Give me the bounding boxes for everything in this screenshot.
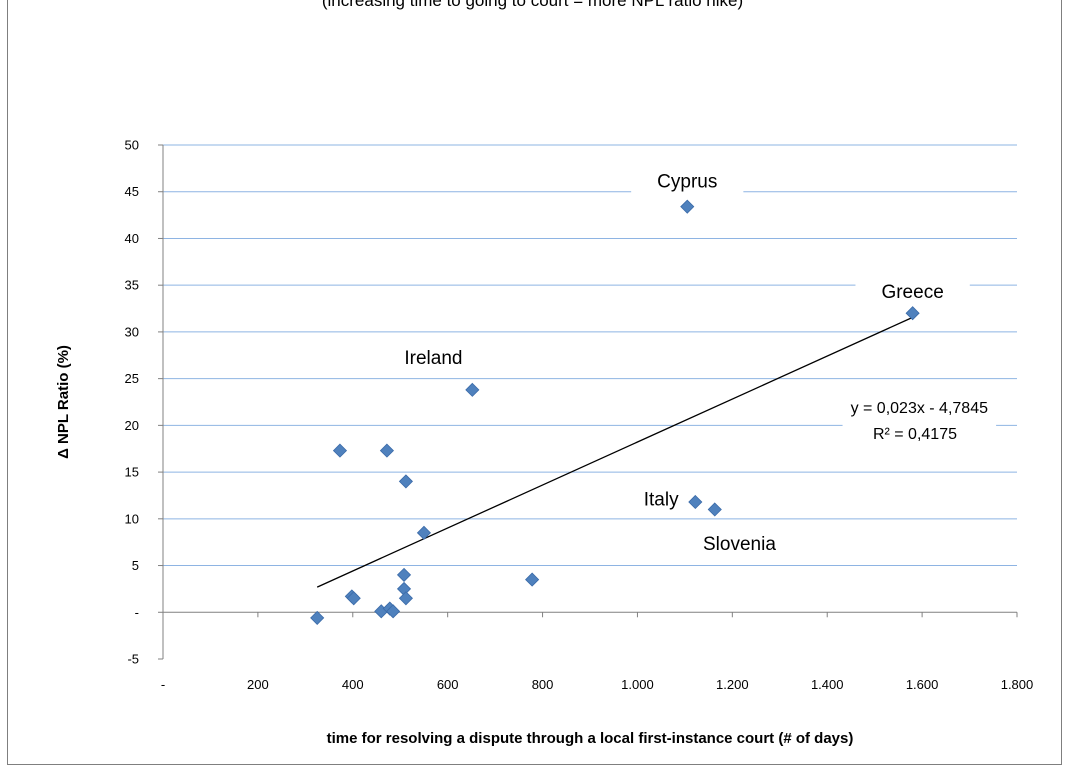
x-tick-label-1: 200 (247, 677, 269, 692)
data-point-12 (416, 525, 432, 540)
data-point-7 (386, 604, 401, 619)
data-point-11 (398, 474, 413, 489)
x-tick-label-0: - (161, 677, 165, 692)
data-point-17 (707, 502, 722, 517)
y-tick-label-9: 40 (125, 231, 139, 246)
y-tick-label-10: 45 (125, 184, 139, 199)
trendline-equation: y = 0,023x - 4,7845 (851, 400, 989, 417)
gridlines (163, 144, 1017, 567)
annotation-slovenia: Slovenia (703, 534, 776, 555)
y-tick-label-0: -5 (127, 652, 139, 667)
x-tick-label-7: 1.400 (811, 677, 844, 692)
data-point-10 (398, 591, 413, 606)
annotation-bg-2 (378, 345, 489, 373)
annotation-italy: Italy (644, 489, 679, 510)
data-point-14 (525, 572, 540, 587)
annotation-ireland: Ireland (404, 348, 462, 369)
data-point-8 (396, 567, 412, 582)
x-tick-label-5: 1.000 (621, 677, 654, 692)
data-point-13 (465, 382, 480, 397)
data-point-18 (905, 306, 920, 321)
axes (162, 145, 1017, 659)
y-tick-label-7: 30 (125, 324, 139, 339)
trendline (316, 316, 913, 588)
x-tick-label-6: 1.200 (716, 677, 749, 692)
data-point-1 (332, 443, 348, 458)
trendline-r-squared: R² = 0,4175 (873, 426, 957, 443)
annotation-bg-4 (677, 531, 803, 559)
equation-bg (842, 396, 997, 447)
data-point-0 (310, 610, 325, 625)
y-tick-label-3: 10 (125, 511, 139, 526)
annotation-cyprus: Cyprus (657, 172, 717, 193)
y-tick-label-2: 5 (132, 558, 139, 573)
data-point-3 (346, 591, 361, 606)
x-tick-label-4: 800 (532, 677, 554, 692)
y-tick-label-4: 15 (125, 465, 139, 480)
x-axis-ticks: - 200 400 600 800 1.000 1.200 1.400 1.600 1.800 (161, 612, 1033, 692)
chart-frame (7, 0, 1062, 765)
x-tick-label-8: 1.600 (906, 677, 939, 692)
annotation-greece: Greece (881, 282, 943, 303)
data-point-15 (680, 199, 695, 214)
y-tick-label-6: 25 (125, 371, 139, 386)
y-tick-label-8: 35 (125, 278, 139, 293)
y-tick-label-1: - (135, 605, 139, 620)
x-tick-label-3: 600 (437, 677, 459, 692)
annotation-bg-1 (855, 278, 970, 306)
x-tick-label-9: 1.800 (1001, 677, 1034, 692)
x-axis-title: time for resolving a dispute through a l… (327, 730, 854, 747)
label-backgrounds (378, 168, 997, 559)
data-point-16 (688, 494, 703, 510)
y-axis-title: Δ NPL Ratio (%) (55, 345, 72, 459)
y-tick-label-5: 20 (125, 418, 139, 433)
data-point-5 (379, 443, 395, 458)
annotations: Cyprus Greece Ireland Italy Slovenia (404, 172, 943, 556)
data-points (310, 199, 920, 625)
chart-title: (increasing time to going to court = mor… (321, 0, 744, 10)
annotation-bg-0 (631, 168, 744, 196)
x-tick-label-2: 400 (342, 677, 364, 692)
y-tick-label-11: 50 (125, 138, 139, 153)
